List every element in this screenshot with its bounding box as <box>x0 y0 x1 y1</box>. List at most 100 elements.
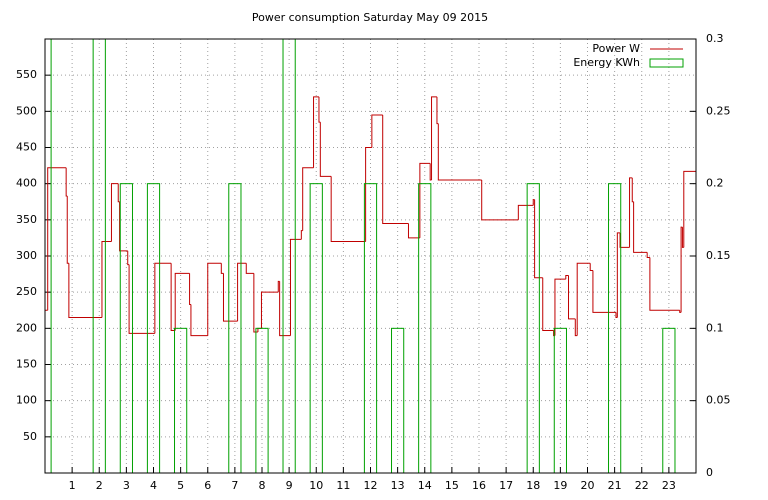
x-tick-label: 22 <box>635 479 649 492</box>
power-step <box>222 273 238 322</box>
plot-frame <box>44 38 697 474</box>
power-step <box>633 201 648 253</box>
energy-box <box>119 183 133 473</box>
power-step <box>619 232 630 248</box>
power-step <box>436 96 439 125</box>
y-tick-label: 400 <box>16 177 37 190</box>
power-step <box>568 275 576 320</box>
x-tick-label: 12 <box>364 479 378 492</box>
x-tick-label: 5 <box>177 479 184 492</box>
power-step <box>237 262 247 322</box>
grid <box>45 38 696 474</box>
x-tick-label: 17 <box>499 479 513 492</box>
power-step <box>190 304 208 337</box>
x-tick-label: 3 <box>123 479 130 492</box>
power-step <box>574 318 578 337</box>
power-step <box>371 114 383 148</box>
power-step <box>318 96 321 123</box>
power-step <box>407 223 420 239</box>
x-tick-label: 16 <box>472 479 486 492</box>
power-step <box>592 270 616 313</box>
energy-box <box>309 183 323 473</box>
chart-title: Power consumption Saturday May 09 2015 <box>252 11 488 24</box>
power-step <box>253 273 258 333</box>
energy-box <box>418 183 432 473</box>
x-tick-label: 13 <box>391 479 405 492</box>
plot-data <box>45 39 696 473</box>
y-tick-label: 450 <box>16 141 37 154</box>
power-step <box>101 241 112 318</box>
power-step <box>110 183 119 242</box>
y2-tick-label: 0.2 <box>706 177 724 190</box>
power-step <box>631 177 634 203</box>
power-step <box>128 264 155 334</box>
energy-box <box>553 327 567 473</box>
power-step <box>47 167 67 311</box>
power-step <box>330 176 366 243</box>
power-step <box>542 277 554 332</box>
power-step <box>534 199 543 279</box>
y2-tick-label: 0.25 <box>706 104 731 117</box>
power-step <box>289 238 302 336</box>
power-step <box>382 114 409 224</box>
power-step <box>189 273 191 305</box>
x-tick-label: 20 <box>581 479 595 492</box>
energy-box <box>608 183 622 473</box>
x-tick-label: 19 <box>553 479 567 492</box>
energy-box <box>45 39 52 473</box>
power-step <box>257 327 262 332</box>
power-step <box>300 230 303 240</box>
x-tick-label: 9 <box>286 479 293 492</box>
y2-tick-label: 0.1 <box>706 321 724 334</box>
y-tick-label: 350 <box>16 213 37 226</box>
energy-box <box>391 327 405 473</box>
power-step <box>119 201 128 252</box>
power-step <box>629 177 633 248</box>
energy-box <box>282 39 296 473</box>
power-step <box>117 183 120 203</box>
x-tick-label: 18 <box>526 479 540 492</box>
x-tick-label: 23 <box>662 479 676 492</box>
y-tick-label: 250 <box>16 285 37 298</box>
y-tick-label: 550 <box>16 68 37 81</box>
x-tick-label: 15 <box>445 479 459 492</box>
power-step <box>616 232 621 318</box>
power-step <box>576 262 591 336</box>
power-step <box>170 263 176 332</box>
power-step <box>245 263 254 274</box>
x-tick-label: 1 <box>69 479 76 492</box>
y-tick-label: 50 <box>23 430 37 443</box>
y2-tick-label: 0 <box>706 466 713 479</box>
power-step <box>127 250 130 266</box>
power-step <box>174 272 190 331</box>
power-step <box>565 275 569 280</box>
y-tick-label: 500 <box>16 104 37 117</box>
legend-swatch <box>649 58 684 68</box>
power-step <box>65 167 68 197</box>
x-tick-label: 2 <box>96 479 103 492</box>
energy-box <box>174 327 188 473</box>
energy-box <box>363 183 378 473</box>
energy-box <box>255 327 269 473</box>
power-step <box>517 204 534 220</box>
power-step <box>207 262 222 336</box>
y2-tick-label: 0.15 <box>706 249 731 262</box>
power-step <box>302 167 314 231</box>
power-step <box>589 263 593 271</box>
x-tick-label: 21 <box>608 479 622 492</box>
x-tick-label: 6 <box>204 479 211 492</box>
x-tick-label: 11 <box>336 479 350 492</box>
power-step <box>554 278 566 336</box>
power-step <box>646 252 650 258</box>
power-step <box>365 147 372 242</box>
power-step <box>68 263 102 318</box>
y-tick-label: 150 <box>16 358 37 371</box>
y2-tick-label: 0.05 <box>706 394 731 407</box>
legend-label: Power W <box>592 42 640 55</box>
x-tick-label: 8 <box>259 479 266 492</box>
legend-label: Energy KWh <box>573 56 640 69</box>
power-step <box>319 122 332 177</box>
x-tick-label: 4 <box>150 479 157 492</box>
